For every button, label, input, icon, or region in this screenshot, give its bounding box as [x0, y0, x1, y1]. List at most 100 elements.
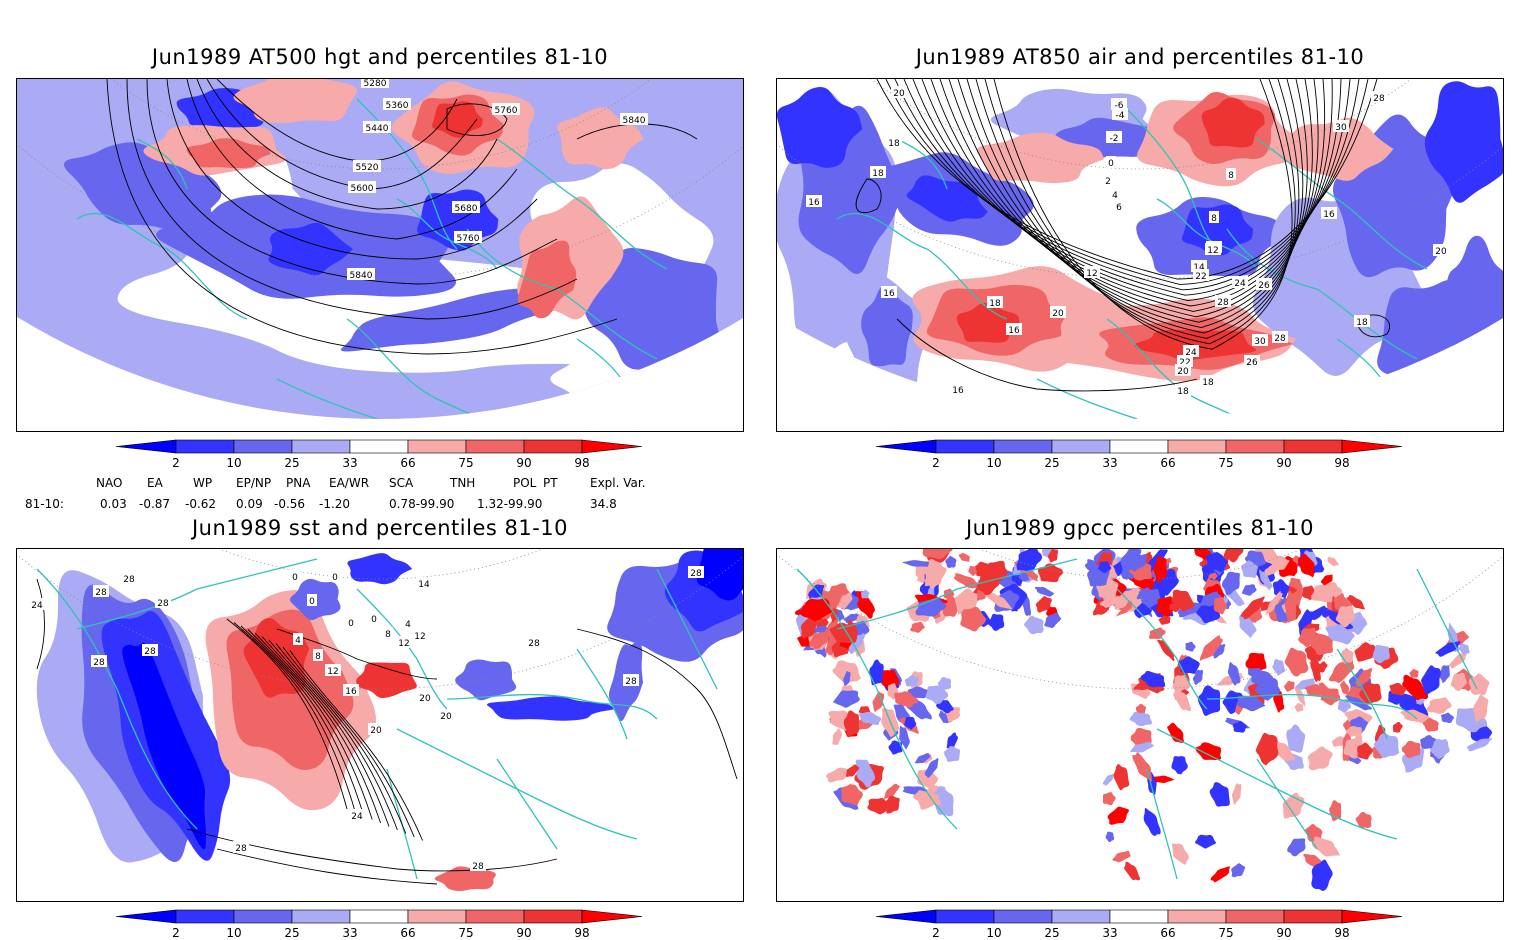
- anomaly-region: [1356, 742, 1373, 760]
- anomaly-region: [1468, 673, 1490, 696]
- colorbar-segment: [1051, 439, 1111, 454]
- anomaly-region: [894, 691, 919, 708]
- colorbar-tick-label: 90: [516, 926, 531, 940]
- contour-line: [216, 848, 438, 885]
- anomaly-region: [1099, 596, 1120, 608]
- anomaly-region: [1018, 572, 1030, 582]
- anomaly-region: [1114, 591, 1132, 610]
- anomaly-region: [434, 866, 496, 892]
- contour-label-text: 16: [1008, 326, 1020, 336]
- contour-label-bg: [1354, 315, 1370, 327]
- colorbar-segment: [175, 909, 235, 924]
- index-header: EA/WR: [329, 476, 370, 490]
- colorbar-tick-label: 75: [458, 926, 473, 940]
- anomaly-region: [798, 598, 833, 622]
- contour-label-bg: [1256, 278, 1272, 290]
- colorbar-sst: 2 10 25 33 66 75 90 98: [115, 909, 643, 940]
- colorbar-segment: [1167, 439, 1227, 454]
- contour-line: [912, 79, 1342, 302]
- contour-label-text: 20: [893, 89, 905, 99]
- anomaly-region: [1409, 668, 1419, 678]
- anomaly-region: [1207, 572, 1218, 581]
- anomaly-region: [1241, 584, 1257, 596]
- coastline: [1036, 378, 1138, 419]
- colorbar-segment: [1283, 909, 1343, 924]
- contour-label-bg: [383, 98, 411, 110]
- colorbar-tick-label: 90: [1276, 926, 1291, 940]
- index-header: POL: [513, 476, 537, 490]
- anomaly-region: [984, 591, 1013, 610]
- contour-label-bg: [806, 195, 822, 207]
- colorbar-tick-label: 10: [226, 456, 241, 470]
- anomaly-region: [1426, 697, 1452, 714]
- contour-label-text: 20: [1177, 367, 1189, 377]
- anomaly-region: [431, 101, 483, 138]
- anomaly-region: [1195, 742, 1222, 760]
- anomaly-region: [1199, 635, 1223, 661]
- contour-label: 26: [1244, 355, 1260, 368]
- anomaly-region: [1284, 590, 1297, 623]
- colorbar-tick-label: 10: [226, 926, 241, 940]
- contour-label-text: 4: [405, 620, 411, 630]
- colorbar-segment: [523, 909, 583, 924]
- contour-label-text: 28: [1274, 334, 1286, 344]
- colorbar-arrow-left: [875, 909, 937, 924]
- anomaly-region: [1401, 740, 1421, 758]
- colorbar-canvas: 2 10 25 33 66 75 90 98: [115, 909, 643, 940]
- contour-label-bg: [950, 383, 966, 395]
- contour-label-bg: [369, 612, 379, 624]
- coastline: [1256, 138, 1428, 270]
- anomaly-region: [1370, 644, 1390, 664]
- anomaly-region: [1424, 81, 1503, 203]
- anomaly-region: [1177, 602, 1203, 618]
- contour-label-bg: [623, 674, 639, 686]
- contour-label: -2: [1106, 131, 1122, 144]
- contour-label-text: 24: [1234, 279, 1246, 289]
- colorbar-tick-label: 90: [516, 456, 531, 470]
- contour-label: 5440: [363, 121, 391, 134]
- index-header: NAO: [96, 476, 123, 490]
- anomaly-region: [1156, 596, 1177, 617]
- colorbar-segment: [465, 909, 525, 924]
- anomaly-region: [1320, 574, 1333, 586]
- contour-label-bg: [346, 616, 356, 628]
- anomaly-region: [921, 549, 953, 560]
- contour-label-text: 18: [888, 139, 900, 149]
- contour-label-bg: [347, 268, 375, 280]
- contour-label: 28: [526, 636, 542, 649]
- anomaly-region: [902, 560, 935, 567]
- contour-label: 28: [91, 655, 107, 668]
- anomaly-region: [944, 745, 961, 762]
- colorbar-air850: 2 10 25 33 66 75 90 98: [875, 439, 1403, 470]
- index-value: -1.20: [319, 497, 351, 511]
- anomaly-region: [1194, 834, 1217, 849]
- contour-label: 12: [412, 629, 428, 642]
- anomaly-region: [946, 732, 958, 749]
- contour-label: 5680: [452, 201, 480, 214]
- anomaly-region: [904, 716, 917, 730]
- contour-label: 5280: [361, 79, 389, 89]
- contour-line: [921, 79, 1333, 307]
- anomaly-region: [1222, 571, 1240, 595]
- colorbar-segment: [1051, 909, 1111, 924]
- coastline: [396, 198, 498, 270]
- contour-label-text: 20: [440, 712, 452, 722]
- anomaly-region: [1449, 651, 1468, 669]
- anomaly-region: [1240, 596, 1265, 620]
- contour-label-bg: [886, 136, 902, 148]
- anomaly-region: [845, 764, 860, 777]
- anomaly-region: [1345, 726, 1362, 737]
- anomaly-region: [1212, 644, 1226, 659]
- contour-label: 28: [93, 585, 109, 598]
- anomaly-region: [1340, 680, 1350, 696]
- panel-title-air850: Jun1989 AT850 air and percentiles 81-10: [915, 45, 1365, 69]
- index-value: -0.62: [185, 497, 217, 511]
- contour-label: -6: [1111, 98, 1127, 111]
- contour-label-text: 28: [528, 639, 540, 649]
- anomaly-region: [1141, 588, 1161, 608]
- contour-label-bg: [403, 617, 413, 629]
- coastline: [496, 138, 668, 270]
- anomaly-region: [1128, 553, 1147, 572]
- contour-label-text: 4: [295, 636, 301, 646]
- contour-label-bg: [361, 79, 389, 88]
